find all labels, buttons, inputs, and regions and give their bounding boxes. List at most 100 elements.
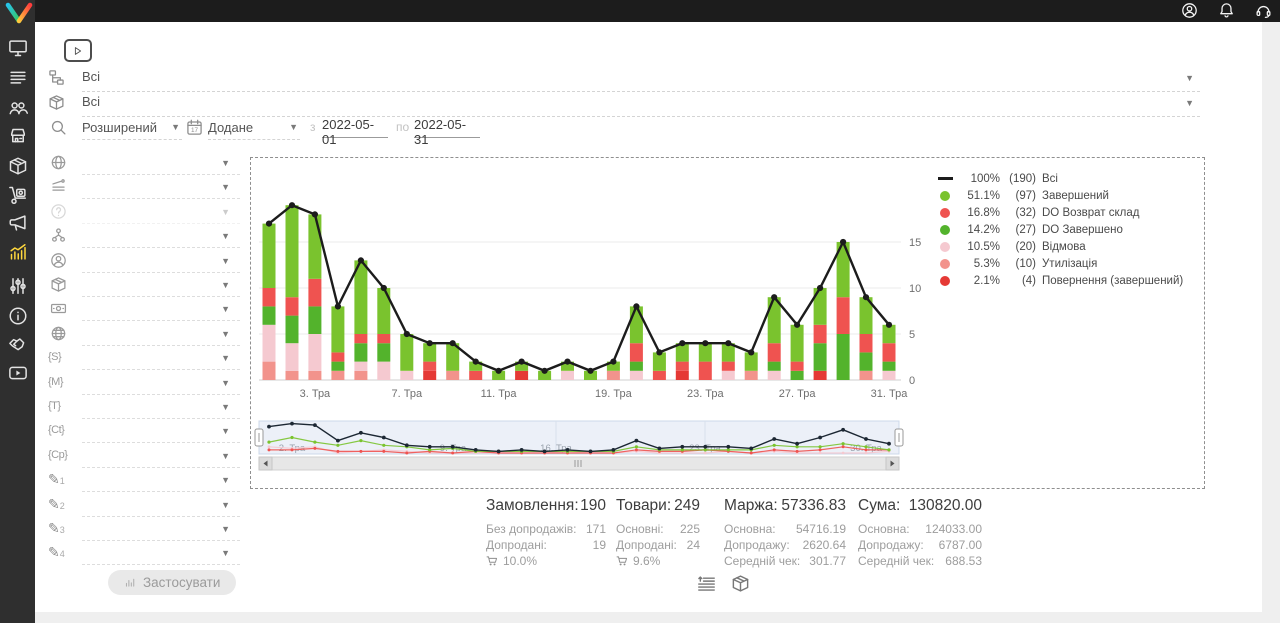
filter-select-field[interactable]: ▼ [82, 445, 240, 468]
filter-select-field[interactable]: ▼ [82, 372, 240, 395]
video-help-button[interactable] [64, 39, 92, 62]
search-mode-select[interactable]: Розширений ▼ [82, 117, 182, 140]
main-chart[interactable]: 0 5 10 15 3. Тра 7. Тра 11. Тра 19. Тра 23. Тра 2… [251, 158, 1204, 408]
filter-select-field[interactable]: ▼ [82, 396, 240, 419]
sidebar-item-supply-trolley[interactable] [8, 185, 28, 205]
svg-text:10: 10 [909, 283, 921, 295]
chevron-down-icon: ▼ [1185, 98, 1194, 108]
svg-text:23. Тра: 23. Тра [687, 388, 725, 400]
legend-row[interactable]: 16.8% (32) DO Возврат склад [937, 204, 1183, 221]
stat-block: Товари: 249 Основні: 225 Допродані: 24 9.6% [616, 497, 700, 569]
brace-label-icon: {Ct} [48, 424, 65, 437]
filter-select-field[interactable]: ▼ [82, 494, 240, 517]
package-icon [48, 94, 65, 111]
stat-subrow: Основна: 124033.00 [858, 522, 982, 536]
left-filter-select-1: ✎1 ▼ [48, 469, 240, 493]
filter-select-field[interactable]: ▼ [82, 469, 240, 493]
legend-swatch [937, 275, 953, 286]
chart-legend: 100% (190) Всі 51.1% (97) Завершений 16.8% (32)… [937, 170, 1183, 289]
left-filter-select-globe-grid: ▼ [48, 323, 240, 347]
chevron-down-icon: ▼ [221, 450, 230, 461]
select-underline [82, 116, 1200, 117]
chevron-down-icon: ▼ [221, 328, 230, 339]
person-icon [50, 252, 67, 269]
brace-label-icon: {S} [48, 351, 62, 364]
filter-select-field[interactable]: ▼ [82, 152, 240, 175]
pencil-icon: ✎2 [48, 495, 65, 512]
legend-row[interactable]: 5.3% (10) Утилізація [937, 255, 1183, 272]
date-to-input[interactable]: 2022-05-31 [414, 117, 480, 147]
sidebar [0, 0, 35, 623]
svg-text:5: 5 [909, 329, 915, 341]
legend-row[interactable]: 2.1% (4) Повернення (завершений) [937, 272, 1183, 289]
stat-subrow: Без допродажів: 171 [486, 522, 606, 536]
top-bar [0, 0, 1280, 22]
left-filter-select-3: ✎3 ▼ [48, 518, 240, 542]
sidebar-item-marketing-megaphone[interactable] [8, 213, 28, 233]
legend-row[interactable]: 14.2% (27) DO Завершено [937, 221, 1183, 238]
legend-row[interactable]: 51.1% (97) Завершений [937, 187, 1183, 204]
pencil-icon: ✎4 [48, 544, 65, 561]
status-filter-value: Всі [82, 69, 101, 84]
legend-row[interactable]: 10.5% (20) Відмова [937, 238, 1183, 255]
chevron-down-icon: ▼ [221, 231, 230, 242]
sidebar-item-store[interactable] [8, 126, 28, 146]
legend-count: (10) [1015, 257, 1036, 270]
sidebar-item-video-tutorials[interactable] [8, 363, 28, 383]
status-filter-select[interactable]: Всі ▼ [48, 67, 1200, 92]
filter-select-field[interactable]: ▼ [82, 176, 240, 200]
svg-text:31. Тра: 31. Тра [871, 388, 909, 400]
date-from-input[interactable]: 2022-05-01 [322, 117, 388, 147]
sidebar-item-package[interactable] [8, 156, 28, 176]
left-filter-select-help: ▼ [48, 201, 240, 225]
filter-select-field[interactable]: ▼ [82, 323, 240, 346]
filter-select-field[interactable]: ▼ [82, 420, 240, 444]
legend-row[interactable]: 100% (190) Всі [937, 170, 1183, 187]
sidebar-item-partners-handshake[interactable] [8, 334, 28, 354]
chevron-down-icon: ▼ [221, 158, 230, 168]
chevron-down-icon: ▼ [221, 475, 230, 486]
filter-select-field[interactable]: ▼ [82, 274, 240, 297]
hierarchy-icon [50, 227, 67, 244]
filter-select-field[interactable]: ▼ [82, 225, 240, 249]
list-arrow-toggle[interactable] [697, 574, 716, 593]
legend-label: DO Завершено [1042, 223, 1123, 236]
svg-text:15: 15 [909, 237, 921, 249]
sidebar-item-clients[interactable] [8, 98, 28, 118]
date-field-select[interactable]: Додане ▼ [208, 117, 300, 140]
bell-icon[interactable] [1218, 2, 1235, 19]
filter-select-field[interactable]: ▼ [82, 250, 240, 273]
filter-select-field[interactable]: ▼ [82, 542, 240, 566]
chevron-down-icon: ▼ [221, 426, 230, 437]
filter-select-field[interactable]: ▼ [82, 201, 240, 224]
package-cube-toggle[interactable] [731, 574, 750, 593]
support-headset-icon[interactable] [1255, 2, 1272, 19]
filter-select-field[interactable]: ▼ [82, 518, 240, 541]
chevron-down-icon: ▼ [221, 280, 230, 290]
product-filter-select[interactable]: Всі ▼ [48, 92, 1200, 117]
stat-title: Сума: 130820.00 [858, 497, 982, 514]
filter-select-field[interactable]: ▼ [82, 347, 240, 371]
svg-text:17: 17 [191, 127, 199, 134]
sidebar-item-statistics-chart[interactable] [8, 242, 28, 262]
user-circle-icon[interactable] [1181, 2, 1198, 19]
stat-subrow: Допродані: 19 [486, 538, 606, 552]
left-filter-select-globe: ▼ [48, 152, 240, 176]
search-mode-value: Розширений [82, 120, 157, 135]
chevron-down-icon: ▼ [221, 304, 230, 315]
filter-select-field[interactable]: ▼ [82, 298, 240, 322]
apply-button[interactable]: Застосувати [108, 570, 237, 595]
stat-subrow: Основні: 225 [616, 522, 700, 536]
left-filter-select-m: {M} ▼ [48, 372, 240, 396]
sidebar-item-orders-list[interactable] [8, 68, 28, 88]
left-filter-select-levels: ▼ [48, 176, 240, 200]
mini-bars-icon [124, 576, 137, 589]
chart-navigator[interactable]: 2. Тра 9. Тра 16. Тра 23. Тра 30. Тра [251, 420, 1204, 476]
top-bar-actions [1181, 2, 1272, 19]
stat-block: Сума: 130820.00 Основна: 124033.00 Допродажу… [858, 497, 982, 569]
sidebar-item-monitor[interactable] [8, 38, 28, 58]
sidebar-item-info[interactable] [8, 306, 28, 326]
left-filter-select-t: {T} ▼ [48, 396, 240, 420]
sidebar-item-automation-sliders[interactable] [8, 276, 28, 296]
